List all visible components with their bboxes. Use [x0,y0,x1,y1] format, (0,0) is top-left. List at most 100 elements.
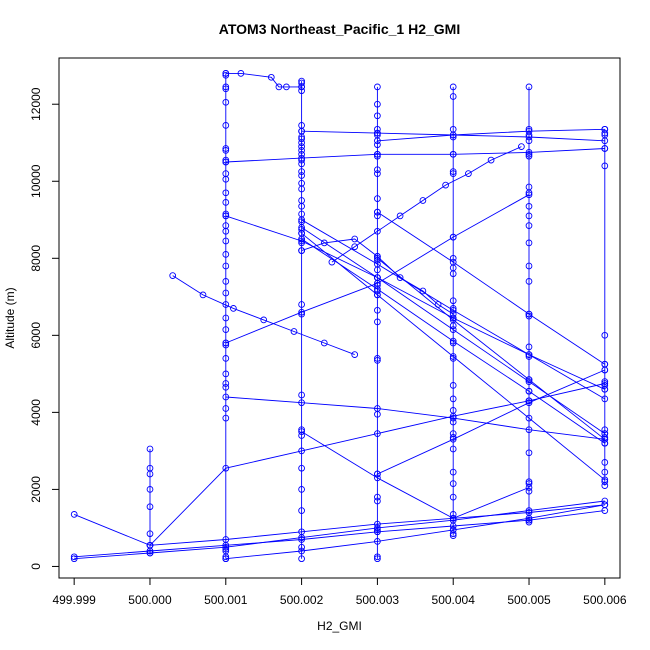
data-point [601,395,609,403]
data-point [449,493,457,501]
data-point [222,98,230,106]
data-point [374,430,381,437]
data-point [449,468,457,476]
data-point [222,212,230,220]
data-point [374,112,381,120]
data-point [374,528,381,536]
data-point [374,555,381,563]
data-point [298,543,305,551]
data-point [525,487,533,495]
series-line [225,504,605,560]
data-point [374,497,381,505]
data-point [449,434,457,441]
data-point [298,239,305,247]
x-axis: 499.999 500.000 500.001 500.002 500.003 500.0… [52,577,627,607]
data-point [601,385,609,393]
data-point [449,337,457,345]
series-line [377,257,606,440]
y-tick-label: 10000 [29,164,43,198]
data-point [374,520,381,528]
data-point [298,301,305,308]
data-point [601,501,609,509]
data-point [298,139,305,147]
data-point [601,439,609,447]
data-point [525,397,533,405]
data-point [222,380,230,387]
data-point [298,83,305,91]
data-point [298,235,305,243]
data-point [419,287,427,295]
data-point [374,152,381,160]
data-point [601,459,609,466]
data-point [601,426,609,434]
data-point [449,254,457,262]
data-point [222,158,230,166]
data-point [374,524,381,532]
data-point [449,168,457,175]
series-22 [374,208,609,368]
data-point [601,468,609,476]
series-line [149,383,605,546]
data-point [525,343,533,351]
data-point [298,247,305,254]
data-point [222,71,230,79]
data-point [525,507,533,514]
data-point [222,393,230,401]
data-point [146,549,154,557]
data-point [601,125,609,133]
data-point [222,405,230,412]
data-point [449,414,457,422]
data-point [222,237,230,245]
data-point [449,353,457,360]
data-point [222,85,230,93]
data-point [374,470,381,478]
data-point [449,133,457,141]
data-point [449,170,457,177]
data-point [222,289,230,297]
series-line [74,504,605,546]
data-point [601,378,609,385]
data-point [396,212,404,220]
x-tick-label: 500.004 [432,593,476,607]
data-point [298,534,305,541]
series-line [225,215,605,390]
series-27 [374,125,609,145]
data-point [222,543,230,551]
data-point [298,135,305,143]
data-point [374,129,381,137]
data-point [298,202,305,210]
data-point [374,212,381,220]
data-point [298,432,305,439]
data-point [351,351,359,358]
data-point [298,172,305,179]
data-point [449,326,457,333]
data-point [222,414,230,422]
data-point [601,478,609,486]
data-point [449,395,457,403]
data-point [465,170,472,177]
data-point [70,553,78,561]
data-point [374,150,381,158]
data-point [374,100,381,108]
data-point [222,147,230,154]
data-point [374,195,381,202]
series-line [74,510,605,558]
data-point [146,486,154,493]
series-30 [374,366,609,478]
data-point [222,227,230,235]
data-point [222,210,230,218]
data-point [525,516,533,524]
data-point [298,154,305,162]
data-point [525,202,533,210]
y-tick-label: 6000 [29,322,43,349]
data-point [525,518,533,526]
data-point [449,93,457,100]
data-point [601,162,609,170]
data-point [601,382,609,389]
series-16 [222,501,609,563]
data-point [222,541,230,549]
data-point [222,278,230,285]
data-point [525,127,533,135]
data-point [525,150,533,158]
data-point [267,73,275,81]
